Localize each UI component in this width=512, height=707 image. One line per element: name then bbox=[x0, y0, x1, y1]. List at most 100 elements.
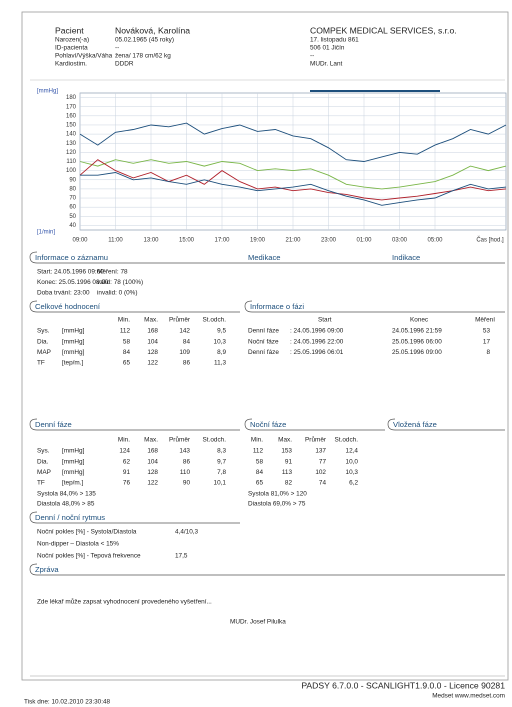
column-header: Min. bbox=[118, 437, 130, 444]
x-tick-label: 15:00 bbox=[179, 238, 195, 244]
cell: 10,3 bbox=[214, 338, 227, 345]
y-tick-label: 40 bbox=[69, 223, 76, 229]
section-tab bbox=[29, 511, 240, 524]
cell: 9,5 bbox=[217, 328, 226, 335]
x-tick-label: 11:00 bbox=[108, 238, 123, 244]
cell: 11,3 bbox=[214, 359, 226, 366]
data-line bbox=[79, 122, 507, 162]
cell: 91 bbox=[285, 458, 293, 465]
company: COMPEK MEDICAL SERVICES, s.r.o. bbox=[310, 25, 457, 35]
record-item: Konec: 25.05.1996 08:00 bbox=[37, 279, 109, 286]
section-tab bbox=[29, 418, 240, 431]
row-label: [tep/m.] bbox=[62, 359, 84, 366]
cell: 10,3 bbox=[346, 469, 359, 476]
cell: 7,8 bbox=[217, 469, 226, 476]
cell: 137 bbox=[315, 448, 326, 455]
vendor: Medset www.medset.com bbox=[432, 693, 505, 700]
record-item: Doba trvání: 23:00 bbox=[37, 290, 90, 297]
row-label: Dia. bbox=[37, 458, 49, 465]
section-tab bbox=[29, 251, 505, 264]
cell: 112 bbox=[120, 328, 131, 335]
phase-end: 25.05.1996 09:00 bbox=[392, 349, 442, 356]
phase-end: 25.05.1996 06:00 bbox=[392, 338, 442, 345]
cell: 90 bbox=[183, 479, 191, 486]
y-tick-label: 160 bbox=[66, 113, 77, 119]
cell: 8,9 bbox=[217, 349, 226, 356]
field-value: 05.02.1965 (45 roky) bbox=[115, 37, 174, 44]
x-tick-label: 09:00 bbox=[72, 238, 88, 244]
note: Systola 81,0% > 120 bbox=[248, 491, 307, 498]
phase-end: 24.05.1996 21:59 bbox=[392, 328, 442, 335]
doctor: MUDr. Josef Pilulka bbox=[230, 619, 286, 626]
cell: 113 bbox=[282, 469, 293, 476]
address-line: 17. listopadu 861 bbox=[310, 37, 359, 44]
column-header: Max. bbox=[144, 317, 158, 324]
phase-name: Noční fáze bbox=[248, 338, 279, 345]
cell: 122 bbox=[147, 479, 158, 486]
row-label: TF bbox=[37, 479, 45, 486]
cell: 104 bbox=[147, 338, 158, 345]
section-title: Denní fáze bbox=[35, 420, 72, 429]
x-tick-label: 13:00 bbox=[143, 238, 159, 244]
column-header: Max. bbox=[278, 437, 292, 444]
y-tick-label: 150 bbox=[66, 123, 77, 129]
column-header: St.odch. bbox=[335, 437, 359, 444]
field-label: Narozen(-a) bbox=[55, 37, 89, 44]
column-header: St.odch. bbox=[203, 317, 227, 324]
column-header: Průměr bbox=[169, 316, 191, 324]
cell: 58 bbox=[256, 458, 264, 465]
row-label: [tep/m.] bbox=[62, 479, 84, 486]
row-label: TF bbox=[37, 359, 45, 366]
rhythm-item: Noční pokles [%] - Systola/Diastola bbox=[37, 529, 137, 536]
cell: 143 bbox=[179, 448, 190, 455]
note: Diastola 69,0% > 75 bbox=[248, 501, 306, 508]
rhythm-item: 17,5 bbox=[175, 553, 188, 560]
rhythm-item: Noční pokles [%] - Tepová frekvence bbox=[37, 553, 141, 560]
address-line: MUDr. Lant bbox=[310, 61, 343, 68]
row-label: Dia. bbox=[37, 338, 49, 345]
note: Diastola 48,0% > 85 bbox=[37, 501, 95, 508]
row-label: [mmHg] bbox=[62, 448, 85, 455]
address-line: -- bbox=[310, 53, 314, 60]
cell: 65 bbox=[123, 359, 131, 366]
y-tick-label: 50 bbox=[69, 214, 76, 220]
note: Systola 84,0% > 135 bbox=[37, 491, 96, 498]
row-label: [mmHg] bbox=[62, 469, 85, 476]
record-item: Měření: 78 bbox=[97, 269, 128, 276]
cell: 102 bbox=[315, 469, 326, 476]
y-tick-label: 60 bbox=[69, 205, 76, 211]
print-date: Tisk dne: 10.02.2010 23:30:48 bbox=[24, 699, 111, 706]
section-tab bbox=[244, 418, 385, 431]
column-header: Měření bbox=[475, 317, 495, 324]
x-tick-label: 23:00 bbox=[321, 238, 337, 244]
cell: 8,3 bbox=[217, 448, 226, 455]
cell: 77 bbox=[319, 458, 327, 465]
cell: 109 bbox=[179, 349, 190, 356]
cell: 84 bbox=[123, 349, 131, 356]
section-title: Celkové hodnocení bbox=[35, 302, 101, 311]
section-title: Informace o fázi bbox=[250, 302, 304, 311]
data-line bbox=[79, 159, 507, 190]
report-text: Zde lékař může zapsat vyhodnocení proved… bbox=[37, 598, 212, 606]
row-label: Sys. bbox=[37, 448, 50, 455]
row-label: Sys. bbox=[37, 328, 50, 335]
record-item: invalid: 0 (0%) bbox=[97, 290, 138, 297]
x-tick-label: 05:00 bbox=[427, 238, 443, 244]
row-label: [mmHg] bbox=[62, 349, 85, 356]
section-tab bbox=[387, 418, 505, 431]
y-tick-label: 130 bbox=[66, 141, 77, 147]
cell: 86 bbox=[183, 458, 191, 465]
rhythm-item: 4,4/10,3 bbox=[175, 529, 199, 536]
cell: 74 bbox=[319, 479, 327, 486]
cell: 10,0 bbox=[346, 458, 359, 465]
column-header: Konec bbox=[410, 317, 429, 324]
y-axis-label: [mmHg] bbox=[37, 89, 58, 95]
patient-label: Pacient bbox=[55, 25, 84, 35]
record-item: Start: 24.05.1996 09:00 bbox=[37, 269, 104, 276]
cell: 10,1 bbox=[214, 479, 227, 486]
record-item: valid: 78 (100%) bbox=[97, 279, 143, 286]
phase-start: : 24.05.1996 22:00 bbox=[290, 338, 344, 345]
cell: 128 bbox=[147, 349, 158, 356]
software: PADSY 6.7.0.0 - SCANLIGHT1.9.0.0 - Licen… bbox=[301, 680, 505, 690]
section-tab bbox=[244, 300, 505, 313]
